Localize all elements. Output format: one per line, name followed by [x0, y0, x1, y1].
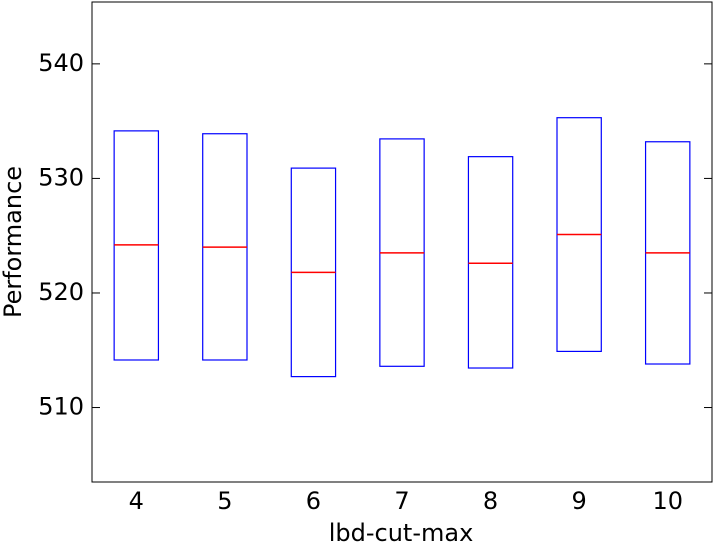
x-tick-label: 9: [572, 487, 587, 515]
plot-frame: [91, 1, 713, 483]
y-tick-label: 530: [38, 163, 84, 191]
x-tick-label: 5: [217, 487, 232, 515]
y-axis-label: Performance: [0, 166, 27, 318]
y-tick-label: 540: [38, 49, 84, 77]
x-tick-label: 10: [652, 487, 683, 515]
x-tick-label: 8: [483, 487, 498, 515]
x-tick-label: 4: [129, 487, 144, 515]
x-axis-label: lbd-cut-max: [329, 519, 474, 547]
x-tick-label: 6: [306, 487, 321, 515]
y-tick-label: 510: [38, 393, 84, 421]
box: [467, 156, 514, 369]
y-tick-label: 520: [38, 278, 84, 306]
x-tick-label: 7: [394, 487, 409, 515]
